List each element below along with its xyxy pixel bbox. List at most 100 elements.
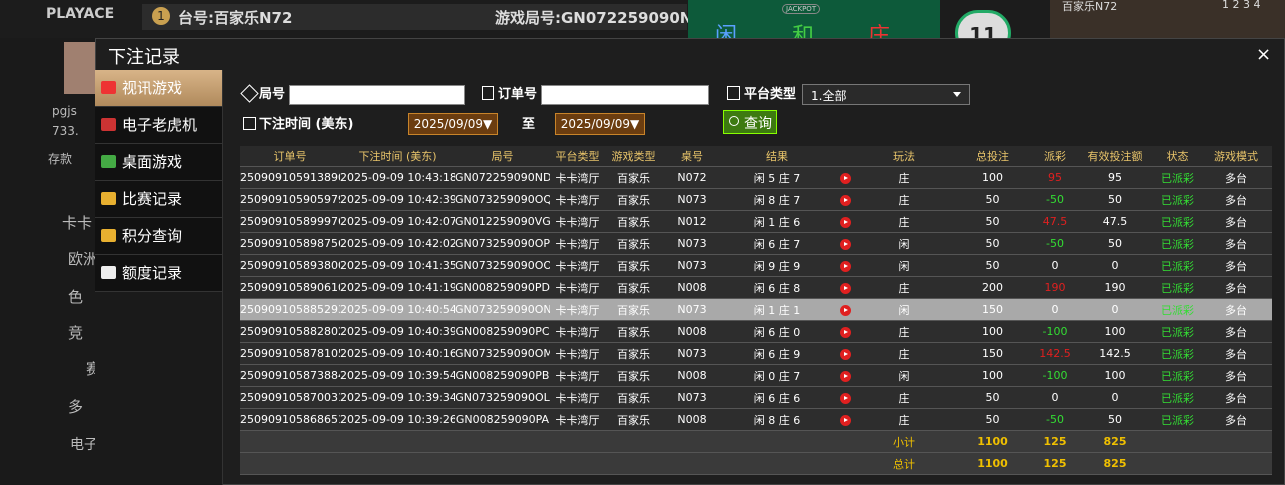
bet-row[interactable]: 250909105882802 2025-09-09 10:40:39 GN0082… [240,320,1272,343]
sidebar-item: 卡卡 [62,214,93,232]
platform-filter-label: 平台类型 [744,87,797,102]
bet-row[interactable]: 250909105913890 2025-09-09 10:43:18 GN0722… [240,166,1272,189]
cell: 50 [950,232,1035,255]
sidebar-item: 多 [68,398,84,416]
order-input[interactable] [541,85,709,105]
cell: 卡卡湾厅 [550,320,605,343]
bet-row[interactable]: 250909105899976 2025-09-09 10:42:07 GN0122… [240,210,1272,233]
bet-row[interactable]: 250909105878105 2025-09-09 10:40:16 GN0732… [240,342,1272,365]
cell: 0 [1035,386,1075,409]
close-button[interactable]: × [1256,44,1272,65]
menu-item[interactable]: 桌面游戏 [95,144,222,181]
bet-board [688,0,940,38]
logo: PLAYACE [46,6,115,22]
cell: 100 [1075,364,1155,387]
cell: N073 [662,342,722,365]
date-from[interactable]: 2025/09/09▼ [408,113,498,135]
round-input[interactable] [289,85,465,105]
video-icon [839,392,851,404]
cell: N073 [662,188,722,211]
menu-item[interactable]: 积分查询 [95,218,222,255]
cell: GN008259090PB [455,364,550,387]
menu-icon [101,155,116,168]
cell: 142.5 [1075,342,1155,365]
query-button[interactable]: 查询 [723,110,777,134]
total-value: 125 [1035,452,1075,475]
cell: N073 [662,232,722,255]
play-triangle [843,219,848,224]
cell: 多台 [1200,342,1272,365]
subtotal-value: 1100 [950,430,1035,453]
video-icon [839,326,851,338]
total-label: 总计 [858,452,950,475]
video-cell [832,386,858,409]
video-icon [839,348,851,360]
avatar [64,42,95,94]
cell: 闲 6 庄 0 [722,320,832,343]
to-label: 至 [522,117,536,132]
cell: N073 [662,298,722,321]
total-value: 1100 [950,452,1035,475]
bet-row[interactable]: 250909105873884 2025-09-09 10:39:54 GN0082… [240,364,1272,387]
video-cell [832,364,858,387]
cell: 闲 1 庄 1 [722,298,832,321]
play-triangle [843,395,848,400]
play-triangle [843,285,848,290]
cell: GN008259090PD [455,276,550,299]
bet-row[interactable]: 250909105890610 2025-09-09 10:41:19 GN0082… [240,276,1272,299]
video-cell [832,276,858,299]
bet-row[interactable]: 250909105868651 2025-09-09 10:39:26 GN0082… [240,408,1272,431]
cell: 2025-09-09 10:40:54 [340,298,455,321]
cell: 庄 [858,276,950,299]
menu-item[interactable]: 视讯游戏 [95,70,222,107]
menu-item[interactable]: 比赛记录 [95,181,222,218]
video-icon [839,238,851,250]
column-header: 游戏模式 [1200,146,1272,167]
cell: 250909105878105 [240,342,340,365]
cell: GN073259090OL [455,386,550,409]
cell: N008 [662,320,722,343]
bet-row[interactable]: 250909105870031 2025-09-09 10:39:34 GN0732… [240,386,1272,409]
menu-item[interactable]: 额度记录 [95,255,222,292]
cell: 142.5 [1035,342,1075,365]
cell: 50 [1075,408,1155,431]
menu-label: 视讯游戏 [122,79,183,97]
menu-icon [101,229,116,242]
column-header: 结果 [722,146,832,167]
cell: 已派彩 [1155,386,1200,409]
cell: 已派彩 [1155,342,1200,365]
cell: 95 [1035,166,1075,189]
bet-row[interactable]: 250909105898756 2025-09-09 10:42:02 GN0732… [240,232,1272,255]
cell: 47.5 [1035,210,1075,233]
jackpot-label: JACKPOT [782,4,821,14]
bet-row[interactable]: 250909105893800 2025-09-09 10:41:35 GN0732… [240,254,1272,277]
round-filter-label: 局号 [259,87,286,102]
video-cell [832,320,858,343]
cell: 2025-09-09 10:39:26 [340,408,455,431]
round-label: 游戏局号:GN072259090NE [495,9,703,27]
bet-row[interactable]: 250909105885293 2025-09-09 10:40:54 GN0732… [240,298,1272,321]
menu: 视讯游戏电子老虎机 桌面游戏 比赛记录 积分查询 额度记录 [95,70,223,485]
cell: 已派彩 [1155,210,1200,233]
cell: 闲 6 庄 9 [722,342,832,365]
sidebar-item: 存款 [48,152,73,166]
cell: 多台 [1200,320,1272,343]
cell: 2025-09-09 10:41:19 [340,276,455,299]
cell: 百家乐 [605,342,662,365]
video-icon [839,260,851,272]
play-triangle [843,351,848,356]
cell: 47.5 [1075,210,1155,233]
blank [240,452,858,475]
cell: GN072259090ND [455,166,550,189]
cell: 多台 [1200,188,1272,211]
header-row: 订单号 下注时间 (美东) 局号 平台类型 游戏类型 桌号 结果 玩法 总投注 派彩 有效投注额 状态… [240,146,1272,167]
bet-row[interactable]: 250909105905979 2025-09-09 10:42:39 GN0732… [240,188,1272,211]
order-filter-label: 订单号 [498,87,538,102]
cell: 250909105882802 [240,320,340,343]
date-to[interactable]: 2025/09/09▼ [555,113,645,135]
play-triangle [843,175,848,180]
cell: 多台 [1200,298,1272,321]
platform-select[interactable]: 1.全部 [802,84,970,105]
cell: 100 [950,320,1035,343]
menu-item[interactable]: 电子老虎机 [95,107,222,144]
